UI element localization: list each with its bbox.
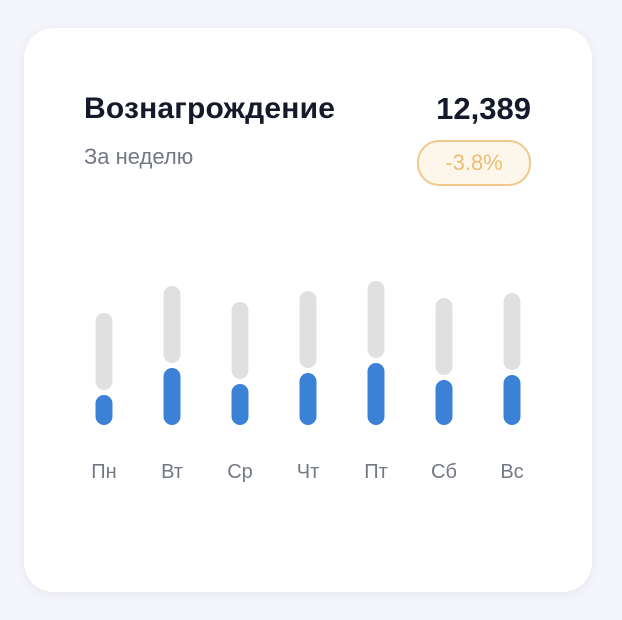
bar-0 <box>95 395 113 425</box>
bar-2 <box>231 384 249 425</box>
card-subtitle: За неделю <box>84 144 194 169</box>
x-tick-label: Ср <box>227 461 253 483</box>
change-badge: -3.8% <box>417 140 531 186</box>
x-tick-label: Пн <box>91 461 116 483</box>
bar-track <box>435 298 453 375</box>
x-tick-label: Вт <box>161 461 183 483</box>
bar-track <box>95 313 113 390</box>
bar-track <box>503 293 521 370</box>
x-tick-label: Сб <box>431 461 457 483</box>
bar-4 <box>367 363 385 425</box>
card-title: Вознагрождение <box>84 92 336 125</box>
reward-card: Вознагрождение За неделю 12,389 -3.8% <box>24 28 592 592</box>
bar-track <box>367 281 385 358</box>
total-value: 12,389 <box>436 91 531 126</box>
bar-5 <box>435 380 453 425</box>
bar-track <box>231 302 249 379</box>
x-tick-label: Пт <box>364 461 388 483</box>
bar-track <box>299 291 317 368</box>
bar-6 <box>503 375 521 425</box>
bar-track <box>163 286 181 363</box>
bar-1 <box>163 368 181 425</box>
bar-3 <box>299 373 317 425</box>
x-tick-label: Чт <box>297 461 320 483</box>
x-tick-label: Вс <box>500 461 523 483</box>
